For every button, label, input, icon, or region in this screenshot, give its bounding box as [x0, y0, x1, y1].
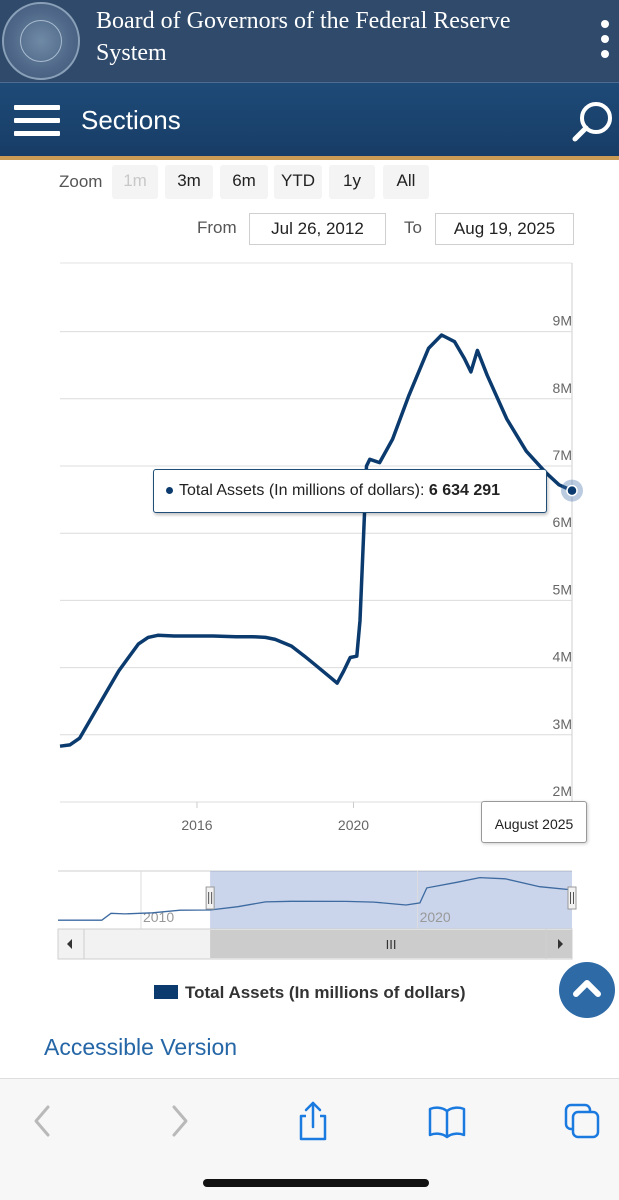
back-icon[interactable]: [20, 1099, 64, 1143]
series-tooltip: Total Assets (In millions of dollars): 6…: [153, 469, 547, 513]
tooltip-value: 6 634 291: [428, 482, 501, 499]
scroll-left-arrow-icon[interactable]: [67, 939, 72, 949]
total-assets-line: [59, 333, 573, 748]
y-tick-label: 4M: [553, 649, 572, 665]
tabs-icon[interactable]: [560, 1099, 604, 1143]
forward-icon[interactable]: [158, 1099, 202, 1143]
x-axis-tooltip: August 2025: [481, 801, 587, 843]
y-tick-label: 6M: [553, 514, 572, 530]
sections-nav: Sections: [0, 82, 619, 156]
scrollbar-thumb[interactable]: [210, 930, 573, 958]
scroll-right-arrow-icon[interactable]: [558, 939, 563, 949]
y-tick-label: 3M: [553, 716, 572, 732]
y-tick-label: 9M: [553, 313, 572, 329]
bookmarks-icon[interactable]: [425, 1099, 469, 1143]
zoom-3m-button[interactable]: 3m: [165, 165, 213, 199]
accessible-version-link[interactable]: Accessible Version: [44, 1034, 238, 1060]
legend-label: Total Assets (In millions of dollars): [185, 983, 466, 1002]
x-tick-label: 2016: [181, 817, 212, 833]
tooltip-series-label: Total Assets (In millions of dollars):: [179, 482, 425, 499]
to-date-input[interactable]: Aug 19, 2025: [435, 213, 574, 245]
site-header: Board of Governors of the Federal Reserv…: [0, 0, 619, 82]
from-date-input[interactable]: Jul 26, 2012: [249, 213, 386, 245]
zoom-all-button[interactable]: All: [383, 165, 429, 199]
from-label: From: [197, 218, 237, 237]
zoom-label: Zoom: [59, 172, 103, 191]
zoom-6m-button[interactable]: 6m: [220, 165, 268, 199]
zoom-ytd-button[interactable]: YTD: [274, 165, 322, 199]
x-tick-label: 2020: [338, 817, 369, 833]
hamburger-icon[interactable]: [14, 105, 60, 137]
share-icon[interactable]: [291, 1099, 335, 1143]
sections-menu-label[interactable]: Sections: [81, 105, 181, 135]
to-label: To: [404, 218, 422, 237]
zoom-1m-button[interactable]: 1m: [112, 165, 158, 199]
series-dot-icon: [166, 487, 173, 495]
total-assets-chart[interactable]: 2M 3M 4M 5M 6M 7M 8M 9M 2016 2020: [0, 255, 619, 855]
site-title[interactable]: Board of Governors of the Federal Reserv…: [96, 8, 511, 66]
y-tick-label: 8M: [553, 380, 572, 396]
y-tick-label: 7M: [553, 447, 572, 463]
navigator-right-handle[interactable]: [567, 886, 577, 910]
zoom-1y-button[interactable]: 1y: [329, 165, 375, 199]
more-options-icon[interactable]: [596, 20, 614, 58]
home-indicator: [203, 1179, 429, 1187]
search-icon[interactable]: [570, 99, 616, 145]
hover-point: [566, 484, 578, 497]
legend-swatch: [154, 985, 178, 999]
back-to-top-button[interactable]: [559, 962, 615, 1018]
scrollbar-grip: III: [386, 937, 397, 952]
navigator-left-handle[interactable]: [205, 886, 215, 910]
chevron-up-icon: [573, 980, 601, 997]
navigator-line: [58, 876, 573, 921]
y-tick-label: 2M: [553, 783, 572, 799]
nav-accent-stripe: [0, 156, 619, 160]
federal-reserve-seal-icon[interactable]: [2, 2, 80, 80]
navigator-selection: [210, 871, 573, 929]
y-tick-label: 5M: [553, 581, 572, 597]
navigator-tick-label: 2020: [420, 909, 451, 925]
chart-legend[interactable]: Total Assets (In millions of dollars): [154, 983, 466, 1003]
